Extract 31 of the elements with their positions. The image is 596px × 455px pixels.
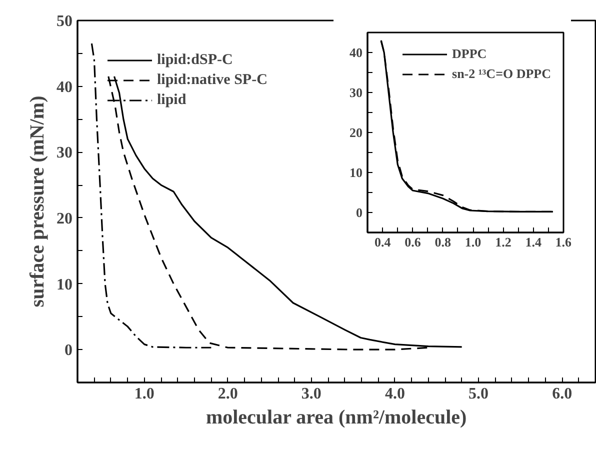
x-tick-label: 2.0: [218, 386, 238, 402]
x-tick-label: 1.0: [464, 234, 482, 250]
y-tick-label: 40: [56, 78, 72, 96]
y-tick-label: 40: [350, 45, 362, 60]
y-tick-label: 20: [56, 210, 72, 228]
y-tick-label: 20: [350, 125, 362, 140]
x-axis-title: molecular area (nm²/molecule): [206, 406, 467, 428]
legend-label: lipid:dSP-C: [157, 52, 233, 68]
y-tick-label: 0: [64, 342, 72, 360]
x-tick-label: 1.4: [525, 234, 542, 250]
x-tick-label: 1.2: [495, 234, 512, 250]
x-tick-label: 3.0: [301, 386, 322, 402]
legend-label: sn-2 ¹³C=O DPPC: [452, 66, 551, 82]
x-tick-label: 0.8: [434, 234, 452, 250]
legend-label: lipid: [157, 92, 186, 108]
y-tick-label: 30: [350, 85, 362, 100]
y-tick-label: 30: [56, 144, 72, 162]
legend-label: lipid:native SP-C: [157, 72, 268, 88]
legend-label: DPPC: [452, 46, 487, 62]
y-tick-label: 10: [350, 165, 362, 180]
y-tick-label: 10: [56, 276, 72, 294]
x-tick-label: 1.6: [555, 234, 572, 250]
y-tick-label: 50: [56, 13, 72, 30]
x-tick-label: 6.0: [552, 386, 572, 402]
x-tick-label: 0.4: [374, 234, 392, 250]
x-tick-label: 1.0: [134, 386, 154, 402]
x-tick-label: 5.0: [468, 386, 489, 402]
x-tick-label: 4.0: [384, 386, 405, 402]
y-axis-title: surface pressure (mN/m): [26, 96, 48, 308]
x-tick-label: 0.6: [404, 234, 422, 250]
y-tick-label: 0: [356, 205, 362, 220]
